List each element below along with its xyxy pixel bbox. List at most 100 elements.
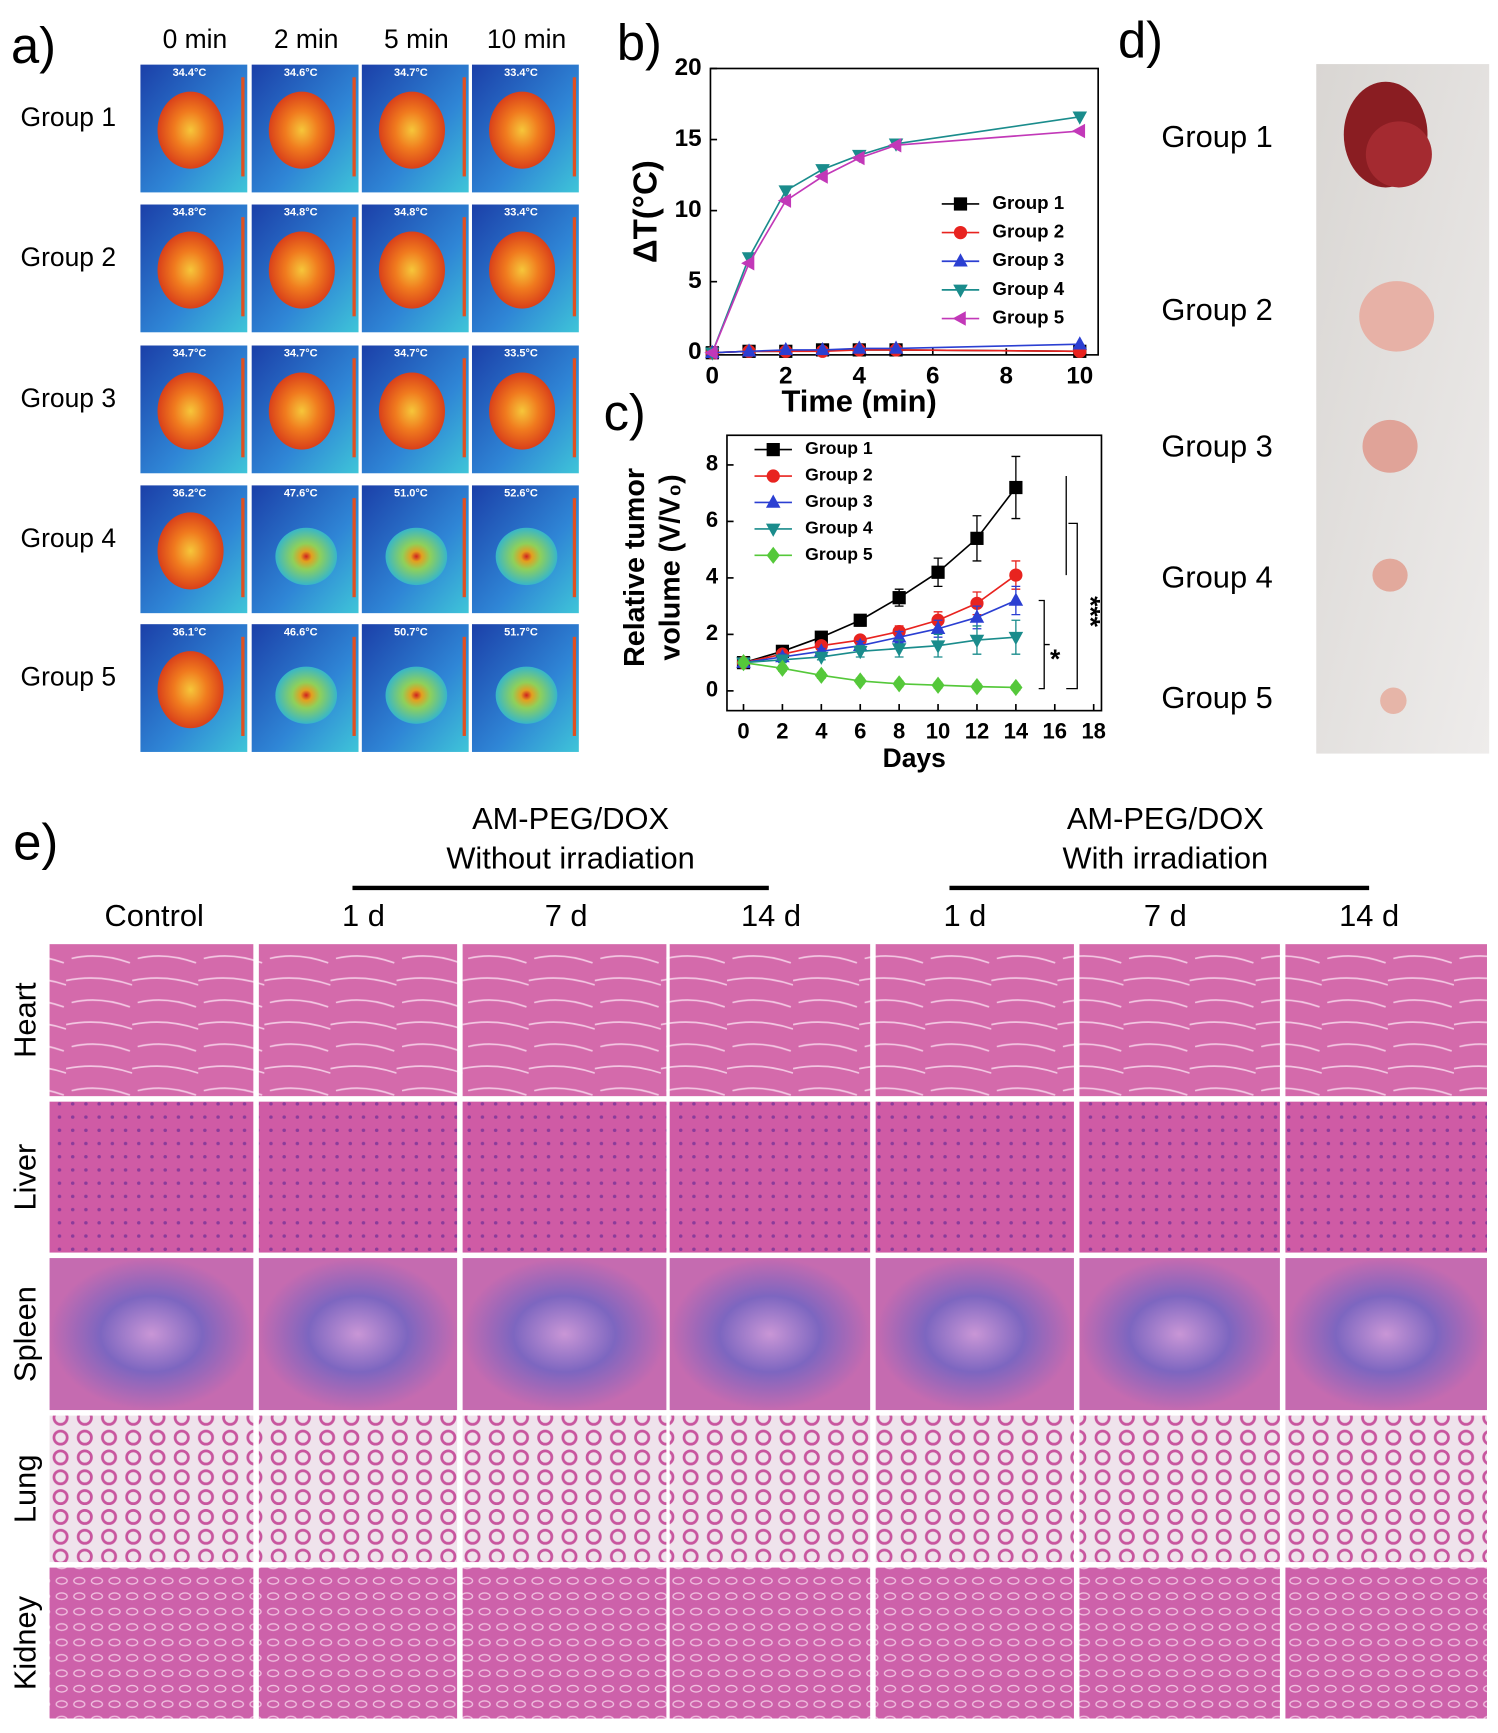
panel-label: e) xyxy=(13,813,58,870)
tissue-image xyxy=(1285,1258,1487,1411)
marker xyxy=(814,169,828,184)
tissue-image xyxy=(1079,944,1280,1097)
column-label: 7 d xyxy=(1144,898,1187,933)
temperature: 33.4°C xyxy=(504,207,538,219)
mouse xyxy=(495,666,558,724)
group-label: Group 5 xyxy=(1161,680,1272,715)
temperature: 51.0°C xyxy=(394,488,428,500)
tissue-image xyxy=(1079,1101,1280,1253)
header: AM-PEG/DOX xyxy=(1067,801,1264,836)
mouse xyxy=(489,372,556,450)
marker xyxy=(969,609,985,623)
panel-label: a) xyxy=(11,17,56,74)
mouse xyxy=(495,527,558,586)
temperature: 34.7°C xyxy=(284,348,318,360)
temperature: 36.2°C xyxy=(173,488,207,500)
marker xyxy=(852,340,867,354)
panel-label: d) xyxy=(1118,12,1163,69)
marker xyxy=(815,164,830,178)
mouse xyxy=(275,666,338,724)
marker xyxy=(814,651,829,665)
series-line xyxy=(743,574,1017,664)
temperature: 34.6°C xyxy=(284,67,318,79)
tissue-image xyxy=(1079,1567,1280,1719)
column-label: 7 d xyxy=(545,898,588,933)
mouse xyxy=(268,372,335,450)
marker xyxy=(1008,631,1024,646)
tissue-image xyxy=(258,1567,458,1719)
tissue-image xyxy=(462,1258,667,1411)
significance-bracket xyxy=(1065,476,1078,690)
y-tick-label: 8 xyxy=(706,451,718,476)
marker xyxy=(930,620,946,635)
mouse xyxy=(378,231,445,309)
tissue-image xyxy=(1079,1258,1280,1411)
group-label: Group 3 xyxy=(1161,429,1272,464)
x-tick-label: 6 xyxy=(926,362,939,389)
marker xyxy=(704,345,718,361)
tissue-image xyxy=(1285,1567,1487,1719)
x-tick-label: 2 xyxy=(776,718,788,743)
color-scale xyxy=(572,358,577,458)
significance: *** xyxy=(1075,596,1105,628)
mouse xyxy=(157,91,224,169)
marker xyxy=(1072,111,1088,125)
legend-label: Group 2 xyxy=(805,465,873,485)
temperature: 33.4°C xyxy=(504,67,538,79)
marker xyxy=(931,676,945,694)
y-axis-label: ΔT(°C) xyxy=(627,160,664,263)
tissue-image xyxy=(1285,1101,1487,1253)
tissue-image xyxy=(1079,1415,1280,1563)
marker xyxy=(853,613,867,627)
legend-label: Group 2 xyxy=(992,221,1064,242)
significance-bracket xyxy=(1038,599,1050,690)
x-tick-label: 4 xyxy=(853,362,867,389)
header: AM-PEG/DOX xyxy=(472,801,669,836)
significance: * xyxy=(1050,644,1061,674)
series-line xyxy=(743,636,1016,664)
row-label: Liver xyxy=(8,1144,43,1211)
color-scale xyxy=(462,358,466,458)
x-tick-label: 2 xyxy=(779,362,792,389)
x-axis-label: Days xyxy=(883,743,946,773)
group-label: Group 1 xyxy=(1161,119,1272,154)
legend-marker xyxy=(952,311,966,326)
mouse xyxy=(385,666,448,724)
temperature: 47.6°C xyxy=(284,488,318,500)
mouse xyxy=(378,91,445,169)
tissue-image xyxy=(875,1258,1074,1411)
x-tick-label: 8 xyxy=(1000,362,1013,389)
y-tick-label: 0 xyxy=(706,677,718,702)
tissue-image xyxy=(258,1101,458,1253)
column-header: 2 min xyxy=(274,24,339,54)
temperature: 50.7°C xyxy=(394,626,428,638)
marker xyxy=(1008,592,1024,606)
column-label: 1 d xyxy=(943,898,986,933)
legend-label: Group 3 xyxy=(805,491,873,511)
row-label: Group 1 xyxy=(21,102,116,132)
legend-label: Group 5 xyxy=(992,306,1064,327)
legend-label: Group 4 xyxy=(805,518,873,538)
temperature: 52.6°C xyxy=(504,488,538,500)
tissue-image xyxy=(875,1567,1074,1719)
temperature: 34.8°C xyxy=(173,207,207,219)
color-scale xyxy=(572,498,577,598)
color-scale xyxy=(352,498,356,598)
y-axis-label: Relative tumor xyxy=(619,468,651,667)
marker xyxy=(892,675,906,693)
marker xyxy=(1071,123,1086,139)
tissue-image xyxy=(462,1101,667,1253)
tissue-image xyxy=(875,1415,1074,1563)
group-label: Group 2 xyxy=(1161,292,1272,327)
temperature: 34.7°C xyxy=(173,348,207,360)
x-tick-label: 12 xyxy=(965,718,990,743)
x-tick-label: 10 xyxy=(1066,362,1093,389)
temperature: 34.8°C xyxy=(284,207,318,219)
row-label: Group 2 xyxy=(21,242,116,272)
y-tick-label: 10 xyxy=(675,196,702,223)
row-label: Group 5 xyxy=(21,662,116,692)
temperature: 36.1°C xyxy=(173,626,207,638)
x-tick-label: 10 xyxy=(926,718,951,743)
marker xyxy=(970,678,984,696)
